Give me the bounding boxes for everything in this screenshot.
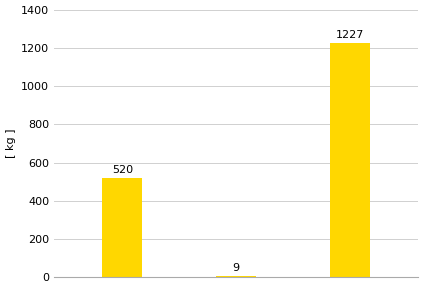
Bar — [216, 276, 256, 277]
Text: 9: 9 — [233, 263, 240, 273]
Y-axis label: [ kg ]: [ kg ] — [6, 129, 16, 158]
Bar — [330, 43, 370, 277]
Text: 1227: 1227 — [336, 30, 364, 40]
Bar — [103, 178, 142, 277]
Text: 520: 520 — [112, 165, 133, 175]
